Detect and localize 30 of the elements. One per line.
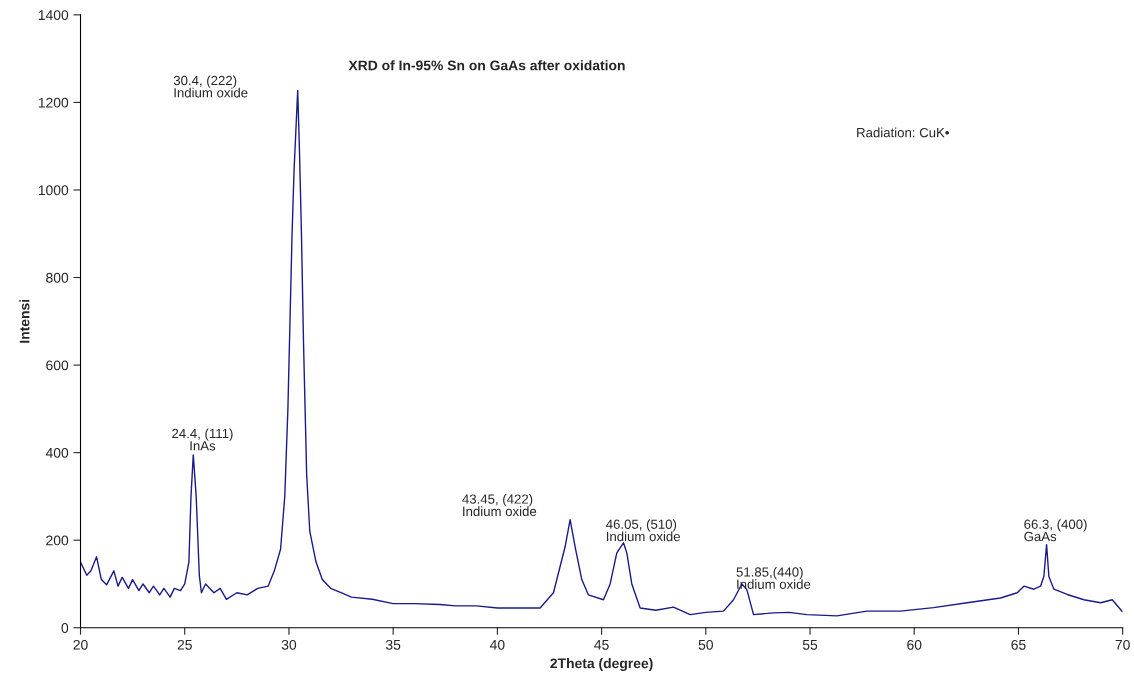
x-tick-label: 25 (177, 639, 192, 650)
x-tick-label: 65 (1011, 639, 1026, 650)
annotation: Radiation: CuK• (857, 127, 949, 138)
x-tick-label: 20 (73, 639, 88, 650)
y-tick-label: 200 (46, 535, 69, 546)
annotation: 43.45, (422) Indium oxide (462, 494, 537, 517)
annotation: 66.3, (400) GaAs (1024, 519, 1087, 542)
y-tick-label: 400 (45, 447, 69, 458)
annotation: 24.4, (111) InAs (172, 428, 233, 451)
y-tick-label: 800 (46, 272, 69, 283)
line-series (80, 89, 1123, 617)
text: XRD of In-95% Sn on GaAs after oxidation (348, 60, 625, 71)
x-tick-label: 45 (594, 640, 609, 650)
y-tick-label: 1400 (38, 10, 69, 21)
x-tick-label: 35 (385, 639, 401, 650)
annotation: 51.85,(440) Indium oxide (736, 566, 811, 589)
x-tick-label: 40 (489, 639, 505, 650)
x-tick-label: 60 (907, 639, 922, 650)
x-axis-title: 2Theta (degree) (550, 658, 653, 672)
x-tick-label: 70 (1115, 639, 1130, 650)
y-axis-title: Intensi (19, 299, 30, 343)
annotation: 30.4, (222) Indium oxide (173, 75, 248, 98)
y-tick-label: 1000 (38, 185, 69, 196)
y-tick-label: 1200 (38, 97, 69, 108)
annotation: 46.05, (510) Indium oxide (606, 519, 680, 542)
x-tick-label: 30 (281, 639, 297, 650)
x-tick-label: 55 (802, 640, 818, 650)
x-tick-label: 50 (698, 639, 713, 650)
y-tick-label: 0 (61, 623, 69, 633)
y-tick-label: 600 (46, 360, 69, 371)
